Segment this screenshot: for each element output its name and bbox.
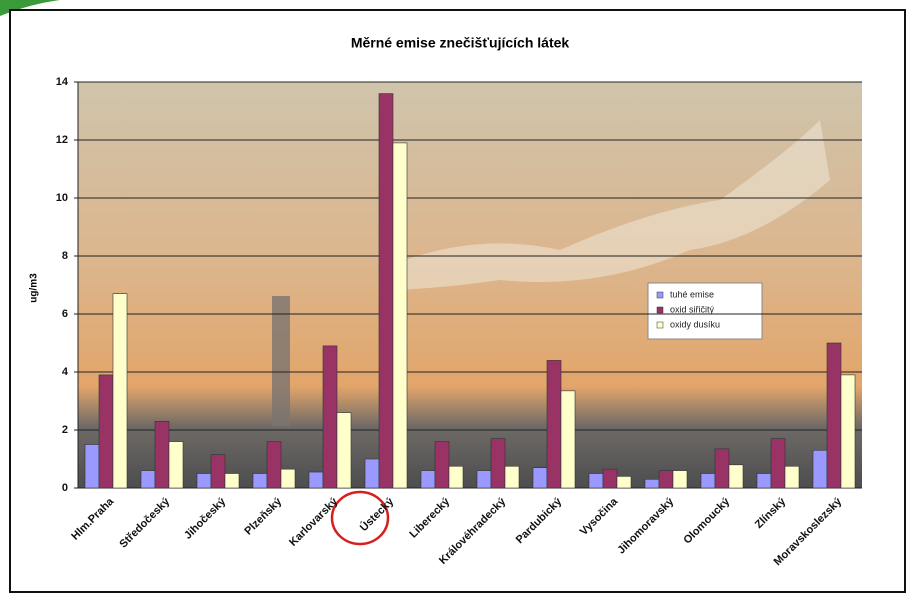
- bar: [84, 444, 100, 489]
- y-tick-label: 8: [62, 250, 68, 262]
- bar: [504, 465, 520, 489]
- bar: [434, 441, 450, 489]
- chimney: [272, 296, 290, 426]
- bar: [196, 473, 212, 489]
- bar: [266, 441, 282, 489]
- y-tick-label: 2: [62, 424, 68, 436]
- y-tick-label: 0: [62, 482, 68, 494]
- bar: [476, 470, 492, 489]
- bar: [210, 454, 226, 489]
- bar: [560, 390, 576, 489]
- legend-label: tuhé emise: [670, 289, 714, 299]
- y-axis-label: ug/m3: [29, 273, 40, 303]
- bar: [700, 473, 716, 489]
- bar: [308, 471, 324, 489]
- y-tick-label: 6: [62, 308, 68, 320]
- legend-label: oxid siřičitý: [670, 304, 715, 314]
- chart-title: Měrné emise znečišťujících látek: [351, 35, 570, 51]
- legend-swatch: [656, 306, 664, 314]
- legend-swatch: [656, 321, 664, 329]
- corner-decoration: [0, 0, 60, 16]
- highlight-circle: [330, 490, 390, 546]
- bar: [728, 464, 744, 489]
- bar: [448, 465, 464, 489]
- bar: [140, 470, 156, 489]
- y-tick-label: 10: [56, 192, 68, 204]
- y-tick-label: 4: [62, 366, 69, 378]
- smoke: [380, 120, 830, 290]
- bar: [658, 470, 674, 489]
- bar: [770, 438, 786, 489]
- bar: [336, 412, 352, 489]
- bar: [756, 473, 772, 489]
- bar: [168, 441, 184, 489]
- bar: [392, 142, 408, 489]
- bar: [714, 448, 730, 489]
- legend-box: [647, 282, 763, 340]
- bar: [490, 438, 506, 489]
- bar: [784, 465, 800, 489]
- legend-swatch: [656, 291, 664, 299]
- bar: [224, 473, 240, 489]
- legend: tuhé emise oxid siřičitý oxidy dusíku: [647, 282, 763, 340]
- bar: [154, 420, 170, 489]
- bar: [98, 374, 114, 489]
- bar: [588, 473, 604, 489]
- bar: [252, 473, 268, 489]
- bar: [420, 470, 436, 489]
- y-tick-label: 12: [56, 134, 68, 146]
- bar: [322, 345, 338, 489]
- bar: [532, 467, 548, 489]
- bar: [840, 374, 856, 489]
- bar: [826, 342, 842, 489]
- bar: [378, 93, 394, 489]
- bar: [616, 476, 632, 489]
- bar: [602, 468, 618, 489]
- bar: [672, 470, 688, 489]
- y-tick-label: 14: [56, 76, 69, 88]
- legend-label: oxidy dusíku: [670, 319, 720, 329]
- bar: [546, 360, 562, 489]
- bar: [644, 478, 660, 489]
- bar: [364, 458, 380, 489]
- bar: [112, 293, 128, 489]
- bar: [812, 449, 828, 489]
- bar: [280, 468, 296, 489]
